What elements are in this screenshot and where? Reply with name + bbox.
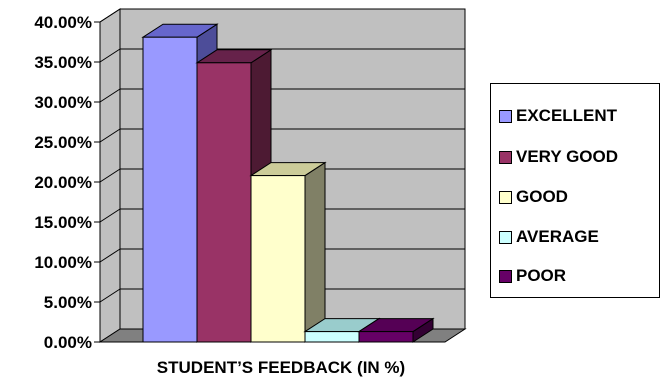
- y-tick-label: 35.00%: [34, 53, 92, 72]
- bar-side-good: [304, 161, 326, 343]
- y-tick-label: 10.00%: [34, 253, 92, 272]
- gridline-side: [99, 88, 121, 103]
- legend-label-excellent: EXCELLENT: [516, 106, 618, 125]
- y-tick-label: 25.00%: [34, 133, 92, 152]
- y-tick-label: 0.00%: [44, 333, 92, 352]
- legend-swatch-very-good: [499, 150, 512, 164]
- gridline-side: [99, 128, 121, 143]
- gridline-side: [99, 168, 121, 183]
- bars: [141, 23, 435, 343]
- bar-front-poor: [358, 331, 414, 343]
- legend-item-excellent: EXCELLENT: [499, 106, 617, 126]
- legend-label-average: AVERAGE: [516, 227, 599, 246]
- bar-front-very-good: [196, 62, 252, 343]
- bar-front-good: [250, 175, 306, 343]
- legend-item-poor: POOR: [499, 266, 566, 286]
- legend-item-average: AVERAGE: [499, 227, 599, 247]
- gridline-side: [99, 248, 121, 263]
- y-tick-label: 5.00%: [44, 293, 92, 312]
- gridline-side: [99, 48, 121, 63]
- bar-front-average: [304, 331, 360, 343]
- y-tick-label: 30.00%: [34, 93, 92, 112]
- bar-front-excellent: [142, 36, 198, 343]
- legend-item-good: GOOD: [499, 187, 568, 207]
- legend-swatch-average: [499, 230, 512, 244]
- axes: [94, 21, 445, 343]
- bar-poor: [357, 317, 435, 343]
- legend-swatch-good: [499, 190, 512, 204]
- legend-swatch-poor: [499, 269, 512, 283]
- gridline-side: [99, 8, 121, 23]
- legend-label-poor: POOR: [516, 266, 567, 285]
- y-tick-label: 40.00%: [34, 13, 92, 32]
- gridline-side: [99, 288, 121, 303]
- gridline-side: [99, 208, 121, 223]
- bar-good: [249, 161, 327, 343]
- x-axis-title: STUDENT’S FEEDBACK (IN %): [157, 358, 405, 377]
- legend-item-very-good: VERY GOOD: [499, 147, 618, 167]
- y-tick-label: 20.00%: [34, 173, 92, 192]
- y-tick-labels: 0.00% 5.00% 10.00% 15.00% 20.00% 25.00% 30.00%…: [34, 13, 92, 352]
- legend-swatch-excellent: [499, 109, 512, 123]
- y-tick-label: 15.00%: [34, 213, 92, 232]
- legend-label-very-good: VERY GOOD: [516, 147, 619, 166]
- legend-label-good: GOOD: [516, 187, 568, 206]
- legend: EXCELLENT VERY GOOD GOOD AVERAGE POOR: [490, 83, 660, 298]
